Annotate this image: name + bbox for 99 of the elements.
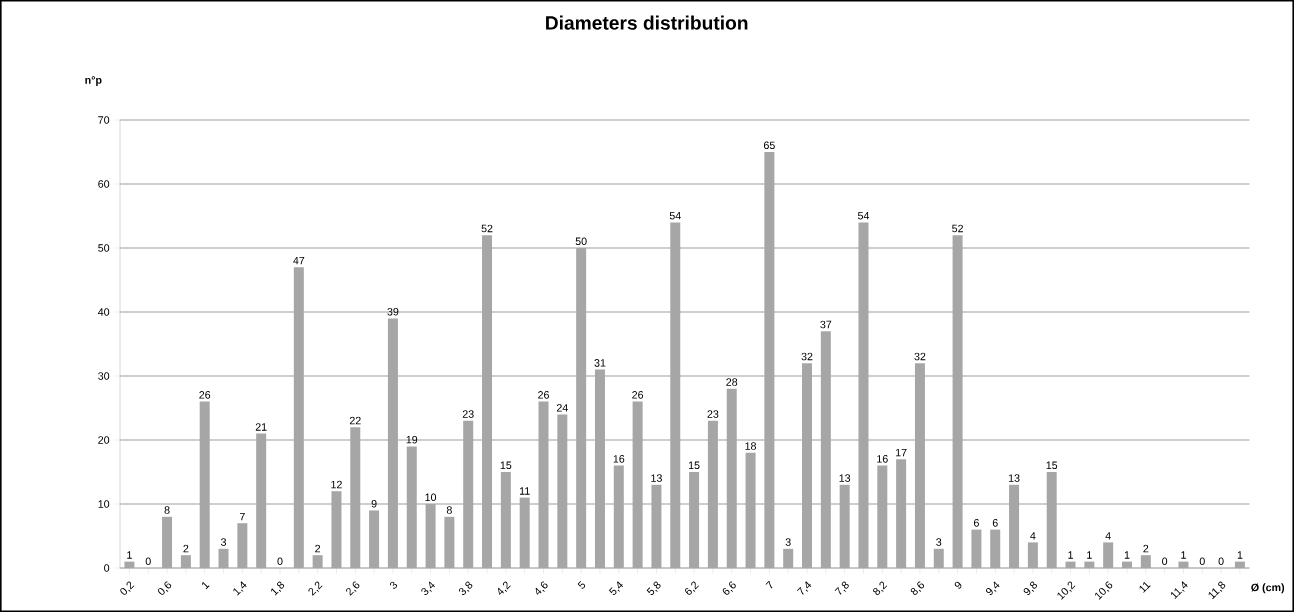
x-tick-label: 5,8: [646, 581, 661, 596]
data-label: 26: [538, 391, 549, 399]
x-tick-label: 8,2: [873, 581, 888, 595]
y-tick-label: 60: [98, 180, 110, 188]
data-label: 54: [857, 212, 870, 220]
data-label: 13: [839, 474, 851, 482]
x-tick-label: 7,4: [796, 581, 812, 595]
x-tick-label: 0,6: [157, 581, 172, 595]
data-label: 0: [1162, 557, 1168, 566]
data-label: 13: [651, 474, 662, 482]
x-tick-label: 1: [202, 582, 210, 590]
data-label: 15: [1046, 461, 1058, 470]
x-tick-label: 3,4: [421, 581, 435, 596]
data-label: 2: [1143, 544, 1149, 553]
data-label: 26: [632, 391, 644, 399]
data-label: 4: [1030, 532, 1036, 540]
data-label: 9: [371, 499, 377, 508]
x-tick-label: 1,4: [233, 581, 247, 596]
data-label: 1: [1124, 551, 1130, 559]
data-label: 1: [1087, 551, 1092, 559]
data-label: 37: [820, 320, 832, 329]
data-label: 0: [1218, 557, 1224, 566]
x-tick-label: 6,6: [722, 581, 736, 595]
y-tick-label: 10: [98, 500, 110, 508]
data-label: 21: [255, 423, 267, 431]
data-label: 32: [914, 352, 926, 361]
x-tick-label: 0,2: [120, 581, 135, 595]
data-label: 54: [669, 212, 681, 220]
data-label: 24: [556, 404, 568, 412]
data-label: 1: [1068, 551, 1073, 559]
data-label: 0: [277, 557, 283, 566]
data-label: 3: [220, 538, 227, 546]
data-label: 2: [315, 544, 321, 553]
data-label: 15: [500, 461, 512, 470]
x-tick-label: 6,2: [685, 581, 699, 595]
data-label: 6: [973, 519, 979, 527]
x-tick-label: 9,4: [986, 581, 1000, 595]
data-label: 4: [1105, 532, 1111, 540]
data-label: 19: [406, 435, 418, 444]
x-tick-label: 9: [954, 581, 962, 589]
data-label: 7: [239, 512, 245, 521]
x-tick-label: 5: [577, 580, 586, 589]
data-label: 32: [801, 352, 813, 361]
y-axis-title: n°p: [85, 76, 102, 86]
y-tick-label: 70: [98, 116, 110, 124]
data-label: 0: [1199, 557, 1205, 566]
y-tick-label: 50: [98, 244, 110, 252]
data-label: 8: [446, 506, 452, 514]
data-label: 47: [293, 256, 305, 265]
data-label: 3: [936, 538, 942, 546]
x-tick-label: 11,4: [1170, 581, 1188, 600]
x-tick-label: 11,8: [1208, 581, 1226, 600]
x-tick-label: 7,8: [834, 581, 849, 595]
data-label: 15: [688, 461, 700, 470]
x-tick-label: 3,8: [458, 581, 473, 596]
x-tick-label: 9,8: [1023, 581, 1038, 595]
y-tick-label: 0: [104, 564, 110, 572]
data-label: 65: [763, 141, 775, 150]
data-label: 23: [462, 410, 474, 418]
x-tick-label: 2,2: [308, 581, 323, 596]
y-tick-label: 20: [98, 436, 110, 444]
data-label: 39: [387, 307, 399, 316]
data-label: 18: [745, 442, 756, 450]
x-tick-label: 1,8: [271, 581, 285, 596]
x-tick-label: 3: [389, 581, 398, 589]
data-label: 11: [519, 487, 530, 495]
x-tick-label: 5,4: [608, 581, 624, 595]
data-label: 8: [164, 506, 170, 514]
data-label: 50: [575, 237, 587, 246]
data-label: 12: [331, 480, 342, 489]
x-tick-label: 4,6: [535, 581, 548, 595]
x-tick-label: 7: [765, 580, 773, 589]
x-tick-label: 2,6: [346, 581, 360, 596]
data-label: 6: [992, 519, 998, 527]
chart-title: Diameters distribution: [546, 15, 748, 30]
data-label: 1: [1181, 551, 1186, 559]
data-label: 28: [726, 378, 738, 386]
data-label: 52: [952, 224, 963, 233]
x-tick-label: 4,2: [498, 581, 511, 595]
y-tick-label: 30: [98, 372, 110, 380]
data-label: 3: [785, 538, 791, 546]
data-label: 23: [707, 410, 719, 418]
data-label: 10: [425, 493, 437, 502]
data-label: 52: [481, 224, 493, 233]
data-label: 2: [183, 544, 189, 553]
x-tick-label: 8,6: [910, 581, 925, 595]
data-label: 0: [145, 557, 151, 566]
data-label: 1: [127, 551, 132, 559]
data-label: 16: [613, 455, 625, 463]
data-label: 22: [349, 416, 361, 425]
x-axis-title: Ø (cm): [1251, 583, 1285, 594]
y-tick-label: 40: [97, 308, 110, 316]
data-label: 17: [896, 448, 907, 457]
data-label: 16: [877, 455, 888, 463]
data-label: 31: [594, 359, 606, 367]
x-tick-label: 11: [1139, 582, 1151, 593]
data-label: 26: [199, 391, 211, 399]
data-label: 13: [1008, 474, 1020, 482]
data-label: 1: [1237, 551, 1243, 559]
